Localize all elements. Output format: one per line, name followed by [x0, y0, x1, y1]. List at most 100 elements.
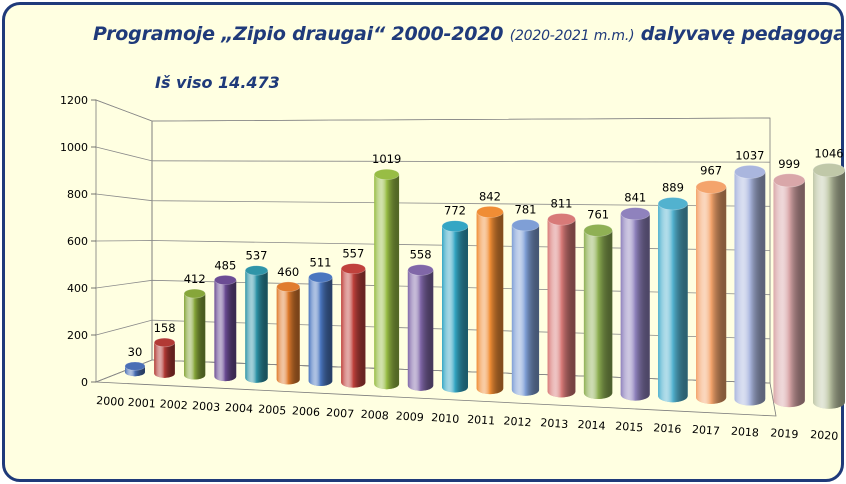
- x-tick-label: 2010: [431, 411, 460, 426]
- bar-shading: [547, 219, 576, 398]
- bar-shading: [734, 171, 766, 406]
- bar-shading: [276, 286, 300, 385]
- bar-top: [695, 180, 727, 194]
- bar-top: [734, 165, 766, 179]
- gridline: [95, 193, 771, 207]
- bar-2009: [407, 264, 434, 391]
- data-label-2018: 1037: [735, 148, 764, 162]
- bar-2019: [773, 173, 806, 408]
- data-label-2010: 772: [444, 204, 466, 218]
- gridline: [95, 146, 771, 163]
- data-label-2005: 460: [277, 265, 299, 279]
- data-label-2015: 841: [624, 191, 646, 205]
- bar-2018: [734, 165, 766, 406]
- bar-top: [476, 206, 504, 218]
- bar-shading: [476, 211, 504, 395]
- bar-shading: [374, 174, 400, 390]
- bar-2004: [245, 265, 269, 383]
- bar-2000: [124, 361, 146, 377]
- bar-2003: [214, 275, 237, 382]
- bar-2020: [812, 163, 846, 409]
- bar-2010: [441, 220, 469, 393]
- y-tick-label: 200: [67, 329, 88, 342]
- bar-2006: [308, 272, 333, 386]
- bar-shading: [773, 180, 805, 408]
- x-tick-label: 2005: [258, 403, 287, 418]
- bar-top: [620, 207, 651, 221]
- x-tick-label: 2018: [731, 425, 760, 440]
- x-tick-label: 2000: [96, 394, 125, 409]
- x-tick-label: 2011: [467, 413, 496, 428]
- chart-title-sub: (2020-2021 m.m.): [509, 28, 635, 44]
- bar-shading: [442, 226, 468, 393]
- data-label-2007: 557: [342, 247, 364, 261]
- bar-top: [153, 337, 176, 348]
- bar-shading: [341, 268, 366, 388]
- bar-shading: [308, 277, 333, 386]
- bar-top: [511, 219, 540, 232]
- bar-top: [547, 213, 576, 226]
- x-tick-label: 2012: [503, 414, 532, 429]
- y-tick-label: 1200: [60, 94, 88, 107]
- bar-top: [407, 264, 434, 276]
- data-label-2002: 412: [184, 272, 206, 286]
- chart-title: Programoje „Zipio draugai“ 2000-2020 (20…: [93, 23, 841, 45]
- bar-shading: [245, 270, 268, 383]
- data-label-2003: 485: [214, 258, 236, 272]
- data-label-2013: 811: [551, 196, 573, 210]
- bar-2014: [583, 224, 613, 399]
- bar-top: [441, 220, 469, 232]
- data-label-2008: 1019: [372, 152, 401, 166]
- x-tick-label: 2020: [810, 428, 839, 443]
- data-label-2000: 30: [128, 345, 143, 359]
- bar-shading: [184, 293, 206, 380]
- bar-shading: [658, 203, 688, 403]
- x-tick-label: 2006: [292, 404, 321, 419]
- bar-2002: [183, 288, 206, 380]
- y-tick-label: 1000: [60, 141, 88, 154]
- bar-shading: [813, 170, 845, 409]
- bar-top: [276, 281, 301, 292]
- bar-top: [657, 197, 689, 211]
- total-label: Iš viso 14.473: [155, 73, 280, 92]
- x-tick-label: 2003: [192, 399, 221, 414]
- bar-top: [245, 265, 269, 276]
- data-label-2014: 761: [587, 207, 609, 221]
- bar-2001: [153, 337, 176, 378]
- data-label-2001: 158: [154, 321, 176, 335]
- x-tick-label: 2019: [770, 426, 799, 441]
- chart-title-main: Programoje „Zipio draugai“ 2000-2020: [93, 23, 504, 45]
- bar-top: [214, 275, 237, 285]
- bar-2013: [547, 213, 576, 398]
- bar-shading: [511, 225, 540, 396]
- bar-shading: [407, 269, 434, 391]
- y-tick-label: 400: [67, 282, 88, 295]
- x-tick-label: 2014: [577, 418, 606, 433]
- bar-shading: [154, 342, 175, 378]
- bar-top: [183, 288, 206, 299]
- data-label-2012: 781: [515, 202, 537, 216]
- y-tick-label: 600: [67, 235, 88, 248]
- x-tick-label: 2017: [692, 423, 721, 438]
- bar-shading: [583, 230, 613, 399]
- gridline: [95, 99, 771, 122]
- x-tick-label: 2013: [540, 416, 569, 431]
- bar-top: [583, 224, 613, 237]
- y-tick-label: 0: [81, 376, 88, 389]
- x-tick-label: 2004: [225, 401, 254, 416]
- bar-2012: [511, 219, 540, 396]
- data-label-2019: 999: [778, 157, 800, 171]
- bar-top: [773, 173, 806, 188]
- bar-2005: [276, 281, 301, 385]
- bar-top: [124, 361, 146, 371]
- bar-2007: [340, 263, 366, 388]
- x-tick-label: 2007: [326, 406, 355, 421]
- x-tick-label: 2009: [395, 409, 424, 424]
- x-tick-label: 2002: [159, 397, 188, 412]
- bar-top: [340, 263, 366, 275]
- bar-shading: [620, 213, 650, 401]
- data-label-2017: 967: [700, 164, 722, 178]
- x-tick-label: 2016: [653, 421, 682, 436]
- data-label-2016: 889: [662, 180, 684, 194]
